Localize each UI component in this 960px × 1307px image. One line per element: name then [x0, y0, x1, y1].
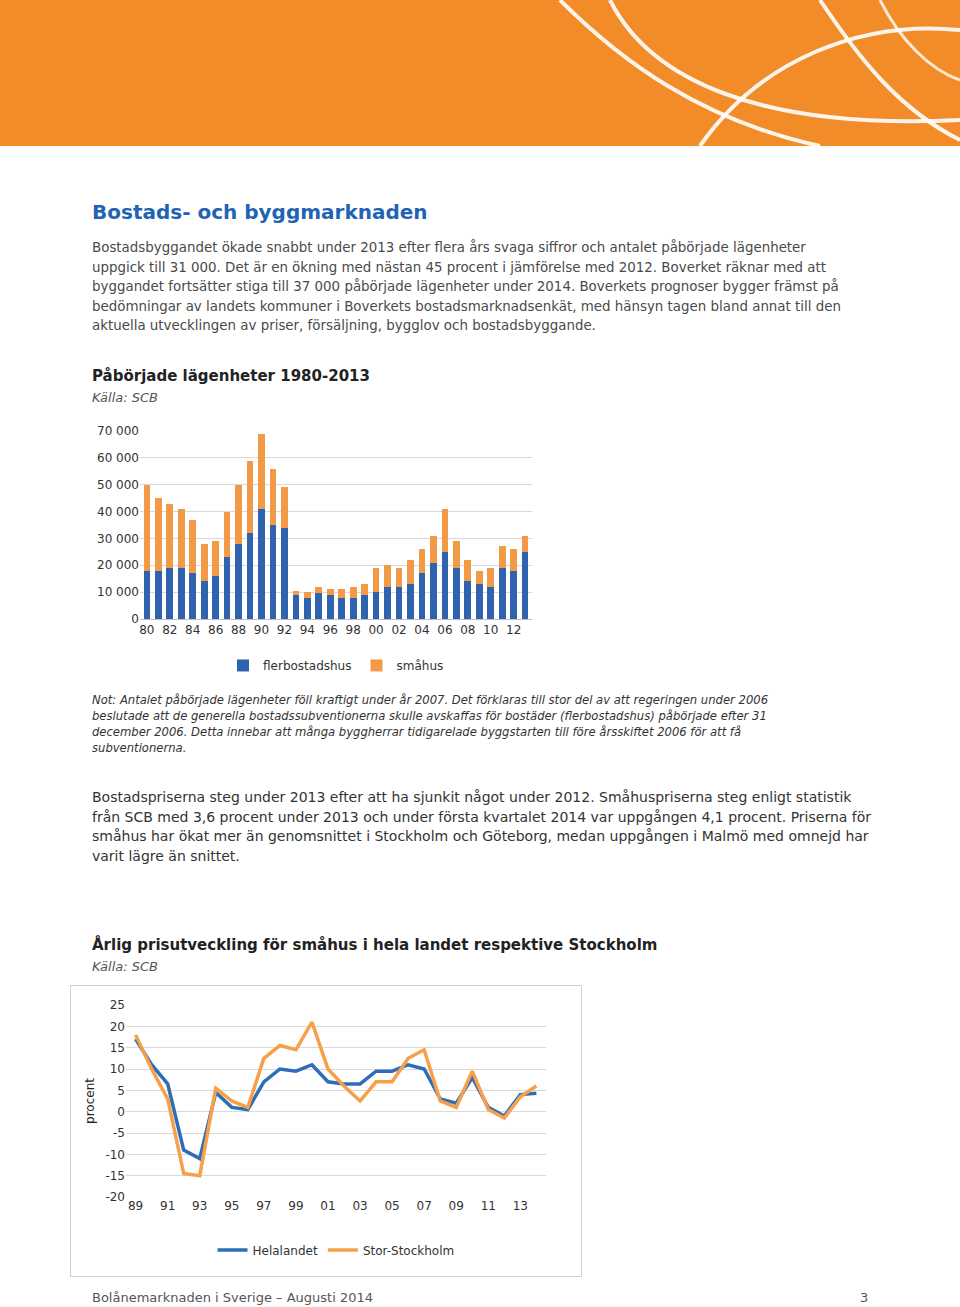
svg-text:96: 96 [323, 623, 338, 637]
svg-text:Stor-Stockholm: Stor-Stockholm [363, 1244, 454, 1258]
html-text:Årlig prisutveckling för småhu: Årlig prisutveckling för småhus i hela l… [92, 936, 658, 954]
html-text:Källa: SCB: Källa: SCB [92, 390, 158, 405]
svg-text:procent: procent [83, 1078, 97, 1124]
svg-text:40 000: 40 000 [97, 505, 139, 519]
svg-text:11: 11 [481, 1199, 496, 1213]
svg-text:94: 94 [300, 623, 315, 637]
svg-text:13: 13 [513, 1199, 528, 1213]
svg-text:-15: -15 [105, 1169, 125, 1183]
svg-text:20 000: 20 000 [97, 558, 139, 572]
svg-text:10 000: 10 000 [97, 585, 139, 599]
html-text:Källa: SCB: Källa: SCB [92, 959, 158, 974]
svg-text:0: 0 [131, 612, 139, 626]
svg-text:89: 89 [128, 1199, 143, 1213]
svg-text:04: 04 [414, 623, 429, 637]
svg-text:01: 01 [320, 1199, 335, 1213]
html-text:3: 3 [860, 1290, 869, 1305]
svg-text:84: 84 [185, 623, 200, 637]
html-text:Bostadspriserna steg under 201: Bostadspriserna steg under 2013 efter at… [92, 789, 872, 864]
svg-text:flerbostadshus: flerbostadshus [263, 659, 351, 673]
svg-text:06: 06 [437, 623, 452, 637]
svg-text:91: 91 [160, 1199, 175, 1213]
svg-text:25: 25 [110, 998, 125, 1012]
svg-text:12: 12 [506, 623, 521, 637]
svg-text:98: 98 [346, 623, 361, 637]
html-text:Not: Antalet påbörjade lägenhe: Not: Antalet påbörjade lägenheter föll k… [92, 693, 768, 755]
svg-text:Helalandet: Helalandet [253, 1244, 318, 1258]
svg-text:70 000: 70 000 [97, 424, 139, 438]
svg-text:90: 90 [254, 623, 269, 637]
svg-text:92: 92 [277, 623, 292, 637]
svg-text:97: 97 [256, 1199, 271, 1213]
svg-text:80: 80 [139, 623, 154, 637]
svg-text:86: 86 [208, 623, 223, 637]
svg-text:82: 82 [162, 623, 177, 637]
svg-text:-20: -20 [105, 1190, 125, 1204]
svg-text:88: 88 [231, 623, 246, 637]
svg-text:60 000: 60 000 [97, 451, 139, 465]
svg-text:95: 95 [224, 1199, 239, 1213]
svg-text:0: 0 [117, 1105, 125, 1119]
html-text:Bolånemarknaden i Sverige – Au: Bolånemarknaden i Sverige – Augusti 2014 [92, 1290, 373, 1305]
svg-text:00: 00 [368, 623, 383, 637]
svg-text:93: 93 [192, 1199, 207, 1213]
svg-text:02: 02 [391, 623, 406, 637]
svg-text:10: 10 [483, 623, 498, 637]
svg-text:50 000: 50 000 [97, 478, 139, 492]
html-text:Bostadsbyggandet ökade snabbt: Bostadsbyggandet ökade snabbt under 2013… [92, 240, 841, 333]
svg-text:småhus: småhus [396, 659, 443, 673]
svg-text:99: 99 [288, 1199, 303, 1213]
svg-text:15: 15 [110, 1041, 125, 1055]
html-text:Bostads- och byggmarknaden: Bostads- och byggmarknaden [92, 200, 428, 224]
svg-text:03: 03 [352, 1199, 367, 1213]
svg-text:-10: -10 [105, 1148, 125, 1162]
svg-text:09: 09 [449, 1199, 464, 1213]
svg-text:08: 08 [460, 623, 475, 637]
html-text:Påbörjade lägenheter 1980-2013: Påbörjade lägenheter 1980-2013 [92, 367, 370, 385]
svg-text:07: 07 [417, 1199, 432, 1213]
svg-text:05: 05 [384, 1199, 399, 1213]
svg-text:10: 10 [110, 1062, 125, 1076]
svg-text:5: 5 [117, 1084, 125, 1098]
svg-text:20: 20 [110, 1020, 125, 1034]
svg-text:30 000: 30 000 [97, 532, 139, 546]
svg-text:-5: -5 [113, 1126, 125, 1140]
